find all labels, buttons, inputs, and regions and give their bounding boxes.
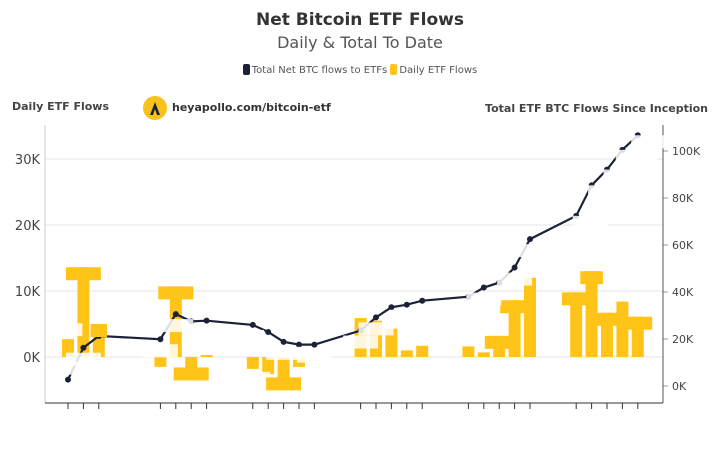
line-data-label-bg <box>631 135 673 149</box>
legend-item-daily[interactable]: Daily ETF Flows <box>390 64 478 76</box>
line-data-label-bg <box>512 244 548 258</box>
legend-swatch-icon <box>390 64 398 75</box>
daily-flow-bar <box>524 277 536 357</box>
line-data-label-bg <box>241 329 265 343</box>
line-data-label-bg <box>158 319 194 333</box>
legend: Total Net BTC flows to ETFs Daily ETF Fl… <box>0 64 720 76</box>
bar-data-label-bg <box>398 334 415 348</box>
bar-data-label-bg <box>158 286 194 300</box>
daily-flow-bar <box>570 292 583 357</box>
total-flow-point <box>80 344 87 351</box>
line-data-label-bg <box>588 185 624 199</box>
daily-flow-bar <box>385 328 398 357</box>
line-data-label-bg <box>389 309 425 323</box>
right-tick-label: 20K <box>672 333 694 346</box>
total-flow-point <box>388 304 395 311</box>
line-data-label-bg <box>142 344 178 358</box>
total-flow-point <box>157 336 164 343</box>
line-data-label-bg <box>497 272 533 286</box>
bar-data-label-bg <box>454 330 483 344</box>
chart-title: Net Bitcoin ETF Flows <box>255 10 464 30</box>
legend-item-total[interactable]: Total Net BTC flows to ETFs <box>242 64 388 76</box>
right-tick-label: 40K <box>672 286 694 299</box>
daily-flow-bar <box>400 350 413 357</box>
right-tick-label: 80K <box>672 192 694 205</box>
line-data-label-bg <box>296 349 332 363</box>
total-flow-point <box>296 341 302 348</box>
daily-flow-bar <box>508 300 521 357</box>
bar-data-label-bg <box>500 300 529 314</box>
total-flow-point <box>203 317 210 324</box>
right-tick-label: 60K <box>672 239 694 252</box>
bar-data-label-bg <box>142 369 178 383</box>
line-data-label-bg <box>65 352 101 366</box>
left-tick-label: 30K <box>15 153 41 168</box>
legend-label: Daily ETF Flows <box>399 65 478 76</box>
total-flow-point <box>419 297 426 304</box>
bar-data-label-bg <box>90 324 107 337</box>
bar-data-label-bg <box>592 312 622 326</box>
bar-data-label-bg <box>623 316 653 330</box>
total-flow-point <box>311 341 318 348</box>
line-data-label-bg <box>358 322 394 336</box>
left-tick-label: 10K <box>15 285 41 300</box>
legend-label: Total Net BTC flows to ETFs <box>251 65 388 76</box>
right-tick-label: 0K <box>672 380 687 393</box>
daily-flow-bar <box>62 339 74 357</box>
line-data-label-bg <box>466 292 502 306</box>
apollo-logo-icon <box>143 96 167 120</box>
line-data-label-bg <box>266 346 302 360</box>
total-flow-point <box>172 311 179 318</box>
line-data-label-bg <box>572 215 608 229</box>
left-tick-label: 20K <box>15 219 41 234</box>
bar-data-label-bg <box>235 371 271 385</box>
total-flow-point <box>480 284 487 291</box>
total-flow-point <box>265 328 272 335</box>
daily-flow-bar <box>262 357 275 375</box>
bar-data-label-bg <box>53 323 83 337</box>
total-flow-point <box>403 301 410 308</box>
legend-swatch-icon <box>242 64 250 75</box>
total-flow-point <box>373 314 379 321</box>
total-flow-point <box>249 321 256 328</box>
bar-data-label-bg <box>173 367 209 381</box>
line-data-label-bg <box>603 169 639 183</box>
chart-subtitle: Daily & Total To Date <box>277 33 443 52</box>
daily-flow-bar <box>477 352 490 357</box>
line-data-label-bg <box>343 335 379 349</box>
total-flow-point <box>65 376 71 383</box>
daily-flow-bar <box>416 345 429 357</box>
total-flow-point <box>280 338 287 345</box>
bar-data-label-bg <box>561 292 591 306</box>
source-link[interactable]: heyapollo.com/bitcoin-etf <box>172 101 331 114</box>
bar-data-label-bg <box>192 339 221 353</box>
bar-data-label-bg <box>484 335 514 349</box>
bar-data-label-bg <box>580 271 603 285</box>
total-flow-point <box>527 236 533 243</box>
daily-flow-bar <box>154 357 167 367</box>
bar-data-label-bg <box>65 267 101 281</box>
daily-flow-bar <box>462 346 475 357</box>
right-axis-title: Total ETF BTC Flows Since Inception <box>485 102 708 115</box>
left-axis-title: Daily ETF Flows <box>12 100 110 113</box>
line-data-label-bg <box>615 149 657 163</box>
total-flow-point <box>511 264 518 271</box>
line-data-label-bg <box>189 325 225 339</box>
bar-data-label-bg <box>266 377 302 391</box>
daily-flow-bar <box>246 357 259 369</box>
right-tick-label: 100K <box>672 145 701 158</box>
daily-flow-bar <box>200 355 213 357</box>
left-tick-label: 0K <box>23 351 40 366</box>
